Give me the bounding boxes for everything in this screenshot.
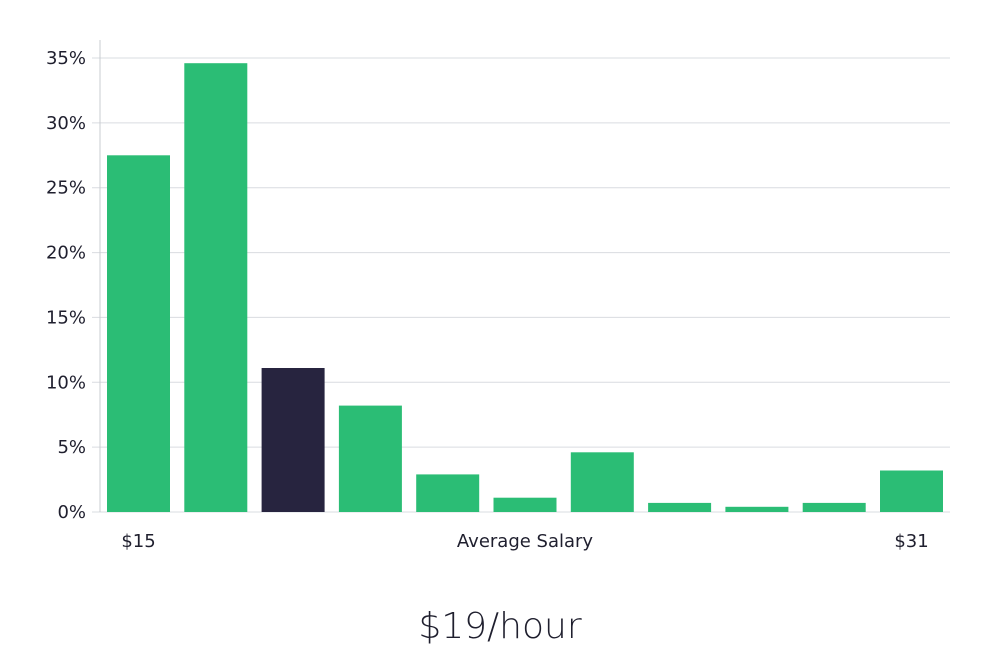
x-axis-label: Average Salary	[457, 531, 594, 552]
bar	[570, 452, 634, 512]
y-tick-label: 25%	[46, 178, 86, 199]
bars	[107, 63, 943, 513]
y-tick-label: 30%	[46, 113, 86, 134]
x-max-label: $31	[894, 531, 928, 552]
y-tick-label: 5%	[57, 437, 86, 458]
y-axis-ticks: 0% 5% 10% 15% 20% 25% 30% 35%	[46, 48, 86, 523]
bar-highlighted	[261, 368, 325, 512]
bar	[338, 405, 402, 512]
bar	[648, 502, 712, 512]
y-tick-label: 15%	[46, 307, 86, 328]
bar	[493, 497, 557, 512]
bar	[416, 474, 480, 512]
salary-histogram: 0% 5% 10% 15% 20% 25% 30% 35% $15 Average Salar…	[46, 40, 950, 552]
average-pay-headline: $19/hour	[418, 606, 582, 647]
x-min-label: $15	[121, 531, 155, 552]
bar	[880, 470, 943, 512]
y-tick-label: 0%	[57, 502, 86, 523]
bar	[725, 506, 789, 512]
bar	[184, 63, 248, 512]
y-tick-label: 10%	[46, 372, 86, 393]
bar	[107, 155, 170, 513]
bar	[802, 502, 866, 512]
y-tick-label: 35%	[46, 48, 86, 69]
y-tick-label: 20%	[46, 243, 86, 264]
